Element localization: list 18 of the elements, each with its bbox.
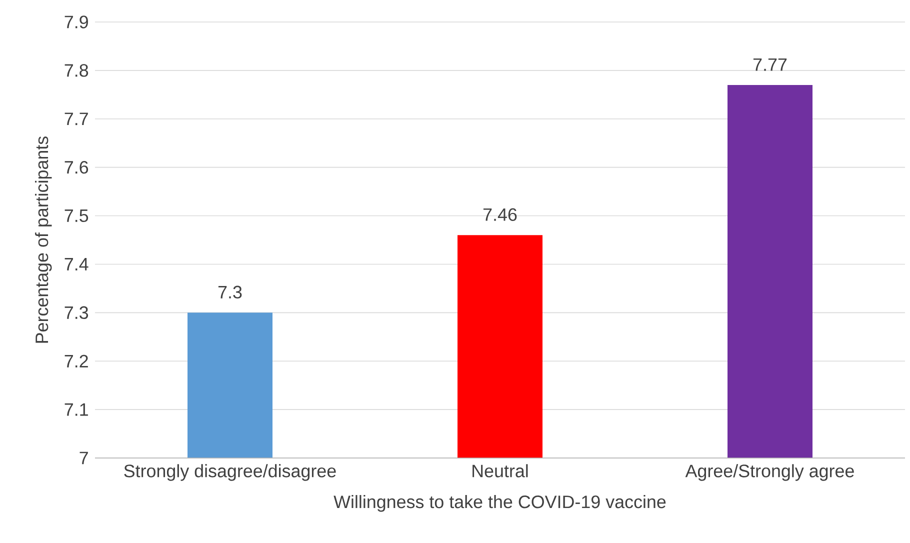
x-tick-label: Strongly disagree/disagree [124, 464, 336, 481]
data-label: 7.77 [753, 58, 787, 71]
x-axis-title: Willingness to take the COVID-19 vaccine [334, 495, 666, 512]
x-tick-label: Neutral [472, 464, 528, 478]
y-tick-label: 7 [80, 452, 88, 464]
y-tick-label: 7.9 [64, 16, 88, 28]
y-tick-label: 7.6 [64, 160, 88, 174]
y-tick-label: 7.1 [64, 403, 88, 416]
y-tick-label: 7.5 [64, 210, 88, 222]
x-tick-label: Agree/Strongly agree [685, 464, 854, 481]
data-label: 7.46 [483, 208, 517, 221]
y-tick-label: 7.3 [64, 306, 88, 320]
data-label: 7.3 [218, 286, 242, 298]
y-tick-label: 7.4 [64, 258, 88, 270]
y-tick-label: 7.7 [64, 112, 88, 126]
y-axis-title: Percentage of participants [35, 136, 52, 343]
y-tick-label: 7.8 [64, 64, 88, 77]
y-tick-label: 7.2 [64, 354, 88, 368]
